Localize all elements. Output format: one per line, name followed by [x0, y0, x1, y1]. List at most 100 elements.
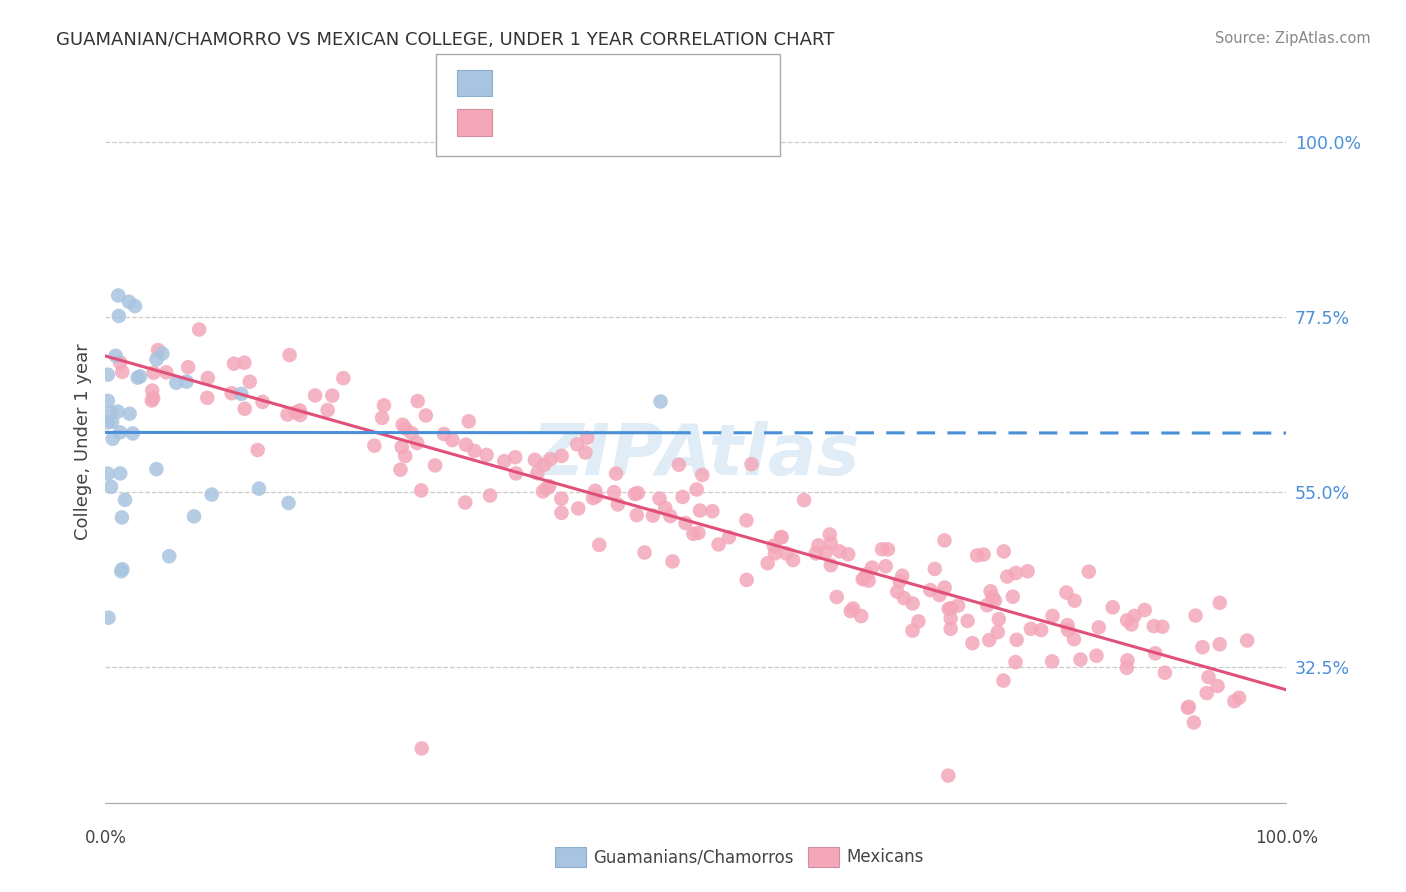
Point: [875, 559, 897, 574]
Point: [574, 445, 596, 459]
Point: [1042, 609, 1064, 624]
Point: [907, 615, 929, 629]
Point: [550, 506, 572, 520]
Text: GUAMANIAN/CHAMORRO VS MEXICAN COLLEGE, UNDER 1 YEAR CORRELATION CHART: GUAMANIAN/CHAMORRO VS MEXICAN COLLEGE, U…: [56, 31, 835, 49]
Point: [1005, 566, 1028, 580]
Point: [252, 395, 274, 409]
Point: [928, 588, 950, 602]
Point: [536, 481, 558, 495]
Point: [565, 437, 588, 451]
Point: [201, 487, 224, 501]
Point: [1198, 670, 1220, 684]
Point: [605, 467, 627, 481]
Point: [97, 393, 120, 408]
Point: [454, 438, 477, 452]
Point: [820, 558, 842, 573]
Point: [852, 572, 875, 586]
Point: [475, 448, 498, 462]
Point: [603, 485, 626, 500]
Point: [1017, 564, 1039, 578]
Point: [107, 288, 129, 302]
Point: [457, 414, 479, 428]
Point: [576, 431, 599, 445]
Point: [1178, 699, 1201, 714]
Point: [1223, 694, 1246, 708]
Point: [145, 352, 167, 367]
Point: [1177, 700, 1199, 714]
Point: [155, 365, 177, 379]
Point: [661, 554, 683, 568]
Point: [177, 360, 200, 375]
Point: [654, 500, 676, 515]
Point: [411, 483, 433, 498]
Point: [371, 411, 394, 425]
Point: [239, 375, 262, 389]
Point: [648, 491, 671, 506]
Point: [1040, 654, 1063, 668]
Point: [1057, 623, 1080, 637]
Point: [938, 602, 960, 616]
Point: [1115, 661, 1137, 675]
Point: [889, 574, 911, 589]
Point: [277, 496, 299, 510]
Point: [1209, 596, 1232, 610]
Point: [246, 442, 269, 457]
Point: [606, 498, 628, 512]
Point: [110, 355, 132, 369]
Point: [1063, 593, 1085, 607]
Point: [1227, 690, 1250, 705]
Point: [633, 545, 655, 559]
Point: [463, 443, 485, 458]
Point: [901, 624, 924, 638]
Point: [118, 294, 141, 309]
Point: [100, 405, 122, 419]
Point: [735, 573, 758, 587]
Point: [401, 426, 423, 441]
Point: [188, 322, 211, 336]
Point: [934, 581, 956, 595]
Point: [814, 545, 837, 559]
Point: [842, 601, 865, 615]
Point: [1001, 590, 1024, 604]
Point: [839, 604, 862, 618]
Point: [782, 553, 804, 567]
Point: [454, 495, 477, 509]
Point: [114, 492, 136, 507]
Point: [233, 401, 256, 416]
Point: [1206, 679, 1229, 693]
Point: [688, 525, 710, 540]
Point: [627, 486, 650, 500]
Point: [920, 583, 942, 598]
Point: [567, 501, 589, 516]
Point: [146, 343, 169, 358]
Point: [762, 539, 785, 553]
Point: [141, 393, 163, 408]
Point: [97, 610, 120, 624]
Point: [523, 453, 546, 467]
Point: [793, 493, 815, 508]
Point: [1143, 619, 1166, 633]
Point: [858, 574, 880, 588]
Point: [1195, 686, 1218, 700]
Text: R =  0.090   N =   37: R = 0.090 N = 37: [505, 74, 686, 92]
Point: [97, 416, 120, 430]
Point: [1184, 608, 1206, 623]
Point: [626, 508, 648, 522]
Point: [1005, 632, 1028, 647]
Point: [316, 403, 339, 417]
Point: [979, 633, 1001, 648]
Point: [891, 568, 914, 582]
Point: [141, 384, 163, 398]
Point: [1004, 655, 1026, 669]
Point: [101, 432, 124, 446]
Point: [1077, 565, 1099, 579]
Point: [406, 394, 429, 409]
Point: [1101, 600, 1123, 615]
Point: [411, 741, 433, 756]
Point: [441, 433, 464, 447]
Point: [1182, 715, 1205, 730]
Point: [332, 371, 354, 385]
Y-axis label: College, Under 1 year: College, Under 1 year: [73, 343, 91, 540]
Point: [893, 591, 915, 606]
Point: [588, 538, 610, 552]
